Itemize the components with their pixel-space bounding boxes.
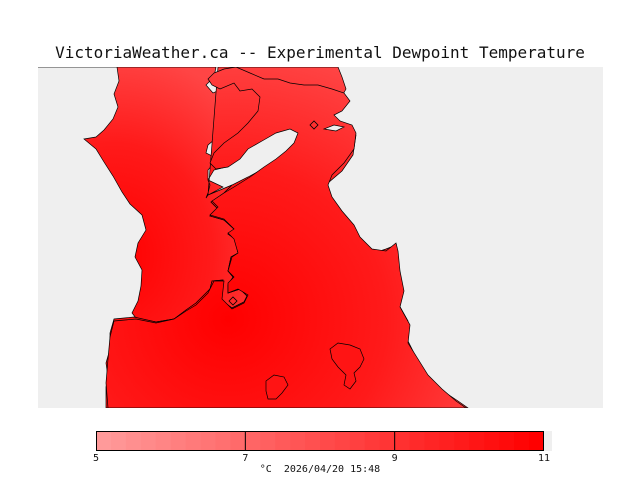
unit-label: °C [259, 464, 272, 475]
timestamp: 2026/04/20 15:48 [283, 464, 381, 475]
footer-line: °C 2026/04/20 15:48 [0, 464, 640, 475]
colorbar-segment [290, 431, 306, 451]
lake-south [265, 374, 289, 400]
peninsula-land [105, 67, 467, 408]
colorbar-tick-label: 9 [391, 453, 398, 464]
colorbar-segment [514, 431, 530, 451]
colorbar-border [96, 431, 544, 451]
colorbar-segment [409, 431, 426, 451]
colorbar-segment [125, 431, 142, 451]
colorbar-segment [334, 431, 351, 451]
colorbar-segment [349, 431, 366, 451]
colorbar-segment [155, 431, 172, 451]
colorbar-tick-label: 7 [242, 453, 249, 464]
map-svg [38, 67, 603, 408]
station-marker-north [309, 120, 319, 130]
colorbar-segment [454, 431, 470, 451]
colorbar-segment [245, 431, 261, 451]
colorbar-segment [140, 431, 157, 451]
colorbar-svg [96, 431, 552, 451]
colorbar-segment [200, 431, 217, 451]
colorbar-segment [484, 431, 500, 451]
colorbar-segment [305, 431, 321, 451]
station-marker-west [228, 296, 238, 306]
colorbar-segment [320, 431, 336, 451]
colorbar-segment [215, 431, 231, 451]
colorbar-segment [110, 431, 127, 451]
colorbar-segment [394, 431, 411, 451]
colorbar-segment [260, 431, 276, 451]
colorbar-segment [364, 431, 381, 451]
colorbar-tick-label: 5 [92, 453, 100, 464]
colorbar-segment [185, 431, 202, 451]
colorbar-segment [499, 431, 515, 451]
colorbar [96, 431, 552, 451]
colorbar-segment [230, 431, 246, 451]
colorbar-segment [424, 431, 441, 451]
colorbar-segment [469, 431, 485, 451]
colorbar-segment [439, 431, 455, 451]
dewpoint-map [38, 67, 603, 408]
colorbar-segment [275, 431, 291, 451]
map-title: VictoriaWeather.ca -- Experimental Dewpo… [55, 43, 585, 62]
colorbar-segment [170, 431, 187, 451]
lake-east [329, 342, 365, 390]
colorbar-tick-label: 11 [537, 453, 551, 464]
colorbar-segment [379, 431, 396, 451]
colorbar-segment [529, 431, 545, 451]
colorbar-tail [544, 431, 552, 451]
colorbar-segment [96, 431, 112, 451]
inlet-north [322, 124, 346, 132]
